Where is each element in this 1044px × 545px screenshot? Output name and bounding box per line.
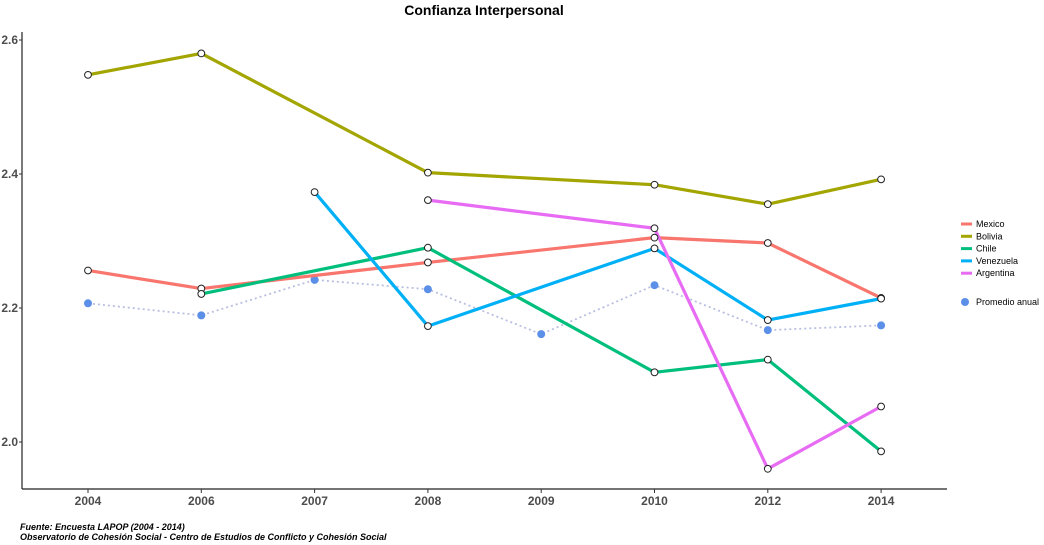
legend-label-bolivia: Bolivia bbox=[976, 231, 1003, 241]
series-line-argentina bbox=[426, 198, 883, 471]
series-point-mexico bbox=[84, 266, 92, 275]
chart-title: Confianza Interpersonal bbox=[404, 2, 563, 18]
x-tick-label: 2010 bbox=[641, 494, 668, 508]
series-line-mexico bbox=[86, 236, 883, 300]
series-point-mexico bbox=[424, 258, 432, 267]
y-tick-label: 2.6 bbox=[1, 33, 18, 47]
series-point-bolivia bbox=[197, 49, 206, 58]
average-layer bbox=[84, 275, 886, 339]
average-point bbox=[197, 311, 206, 320]
series-point-argentina bbox=[424, 196, 432, 205]
series-point-bolivia bbox=[877, 175, 885, 184]
series-point-chile bbox=[424, 243, 432, 252]
series-point-venezuela bbox=[310, 188, 319, 196]
average-point bbox=[763, 326, 772, 335]
legend-label-argentina: Argentina bbox=[976, 268, 1015, 278]
series-layer bbox=[84, 49, 885, 473]
series-point-chile bbox=[650, 368, 659, 377]
series-point-argentina bbox=[650, 224, 659, 233]
legend-label-mexico: Mexico bbox=[976, 219, 1005, 229]
x-tick-label: 2014 bbox=[868, 494, 895, 508]
average-point bbox=[423, 285, 432, 294]
x-tick-label: 2009 bbox=[528, 494, 555, 508]
series-point-argentina bbox=[763, 464, 772, 473]
legend-label-venezuela: Venezuela bbox=[976, 256, 1018, 266]
axes: 2.0 2.2 2.4 2.6 2004 2006 2007 2008 2009 2010 2012… bbox=[1, 32, 947, 508]
series-line-bolivia bbox=[86, 51, 883, 206]
series-point-venezuela bbox=[763, 316, 772, 324]
series-point-bolivia bbox=[650, 180, 659, 189]
series-point-venezuela bbox=[424, 322, 432, 330]
average-point bbox=[310, 275, 319, 284]
source-caption: Fuente: Encuesta LAPOP (2004 - 2014) bbox=[20, 522, 185, 532]
y-tick-label: 2.4 bbox=[1, 167, 18, 181]
series-point-venezuela bbox=[877, 294, 885, 303]
legend-label-chile: Chile bbox=[976, 244, 997, 254]
series-point-chile bbox=[763, 355, 772, 364]
x-tick-label: 2007 bbox=[301, 494, 328, 508]
series-point-bolivia bbox=[763, 200, 772, 209]
legend-key-average bbox=[961, 298, 969, 306]
average-point bbox=[877, 321, 886, 330]
x-tick-label: 2006 bbox=[188, 494, 215, 508]
x-tick-label: 2004 bbox=[75, 494, 102, 508]
series-point-venezuela bbox=[650, 244, 659, 253]
series-point-mexico bbox=[763, 239, 772, 247]
series-point-argentina bbox=[877, 402, 885, 411]
legend: Mexico Bolivia Chile Venezuela Argentina Prom… bbox=[961, 219, 1039, 307]
observatory-caption: Observatorio de Cohesión Social - Centro… bbox=[20, 532, 387, 542]
x-tick-label: 2008 bbox=[415, 494, 442, 508]
series-point-bolivia bbox=[84, 70, 92, 79]
x-tick-label: 2012 bbox=[754, 494, 781, 508]
series-point-mexico bbox=[650, 233, 659, 242]
y-tick-label: 2.0 bbox=[1, 435, 18, 449]
legend-label-average: Promedio anual bbox=[976, 297, 1039, 307]
average-point bbox=[537, 330, 546, 339]
series-point-chile bbox=[197, 290, 206, 298]
series-line-venezuela bbox=[313, 190, 883, 328]
average-point bbox=[84, 299, 92, 308]
y-tick-label: 2.2 bbox=[1, 301, 18, 315]
average-point bbox=[650, 281, 659, 290]
series-point-chile bbox=[877, 447, 885, 456]
series-point-bolivia bbox=[424, 168, 432, 177]
